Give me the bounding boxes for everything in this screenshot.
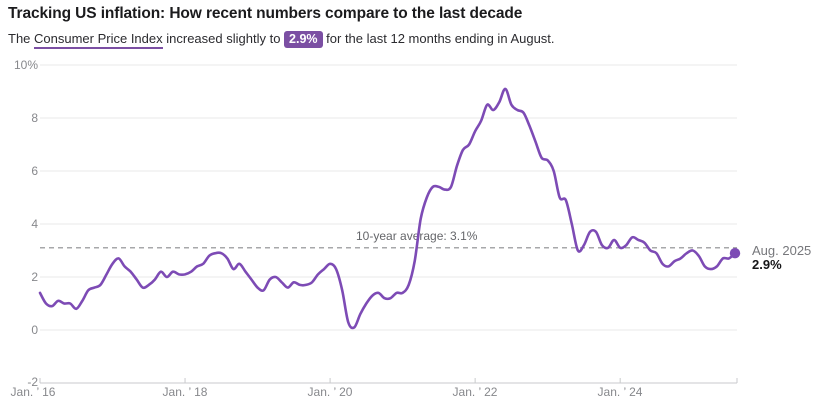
x-tick-label: Jan. ’ 16 (11, 385, 56, 399)
chart-subtitle: The Consumer Price Index increased sligh… (8, 30, 798, 49)
ten-year-average-label: 10-year average: 3.1% (356, 229, 478, 243)
y-tick-label: 8 (31, 111, 38, 125)
x-axis (39, 378, 738, 384)
x-tick-label: Jan. ’ 18 (163, 385, 208, 399)
chart-header: Tracking US inflation: How recent number… (8, 5, 798, 49)
cpi-value-badge: 2.9% (284, 30, 323, 48)
subtitle-text-prefix: The (8, 30, 35, 46)
x-tick-label: Jan. ’ 24 (598, 385, 643, 399)
annotation-value: 2.9% (752, 257, 782, 272)
y-tick-label: 0 (31, 323, 38, 337)
latest-point-marker[interactable] (729, 247, 741, 259)
cpi-link[interactable]: Consumer Price Index (34, 30, 163, 49)
y-axis-labels: 10% 8 6 4 2 0 -2 (14, 58, 38, 389)
y-tick-label: -2 (27, 375, 38, 389)
chart-gridlines (40, 64, 737, 331)
x-tick-label: Jan. ’ 22 (453, 385, 498, 399)
subtitle-text-mid: increased slightly to (162, 30, 285, 46)
cpi-series-line[interactable] (38, 87, 737, 330)
latest-point-annotation: Aug. 2025 2.9% (752, 243, 811, 272)
y-tick-label: 6 (31, 164, 38, 178)
page-title: Tracking US inflation: How recent number… (8, 5, 523, 22)
x-tick-label: Jan. ’ 20 (308, 385, 353, 399)
y-tick-label: 4 (31, 217, 38, 231)
x-axis-labels: Jan. ’ 16 Jan. ’ 18 Jan. ’ 20 Jan. ’ 22 … (11, 385, 643, 399)
y-tick-label: 2 (31, 270, 38, 284)
annotation-date: Aug. 2025 (752, 243, 811, 258)
y-tick-label: 10% (14, 58, 38, 72)
subtitle-text-suffix: for the last 12 months ending in August. (322, 30, 555, 46)
